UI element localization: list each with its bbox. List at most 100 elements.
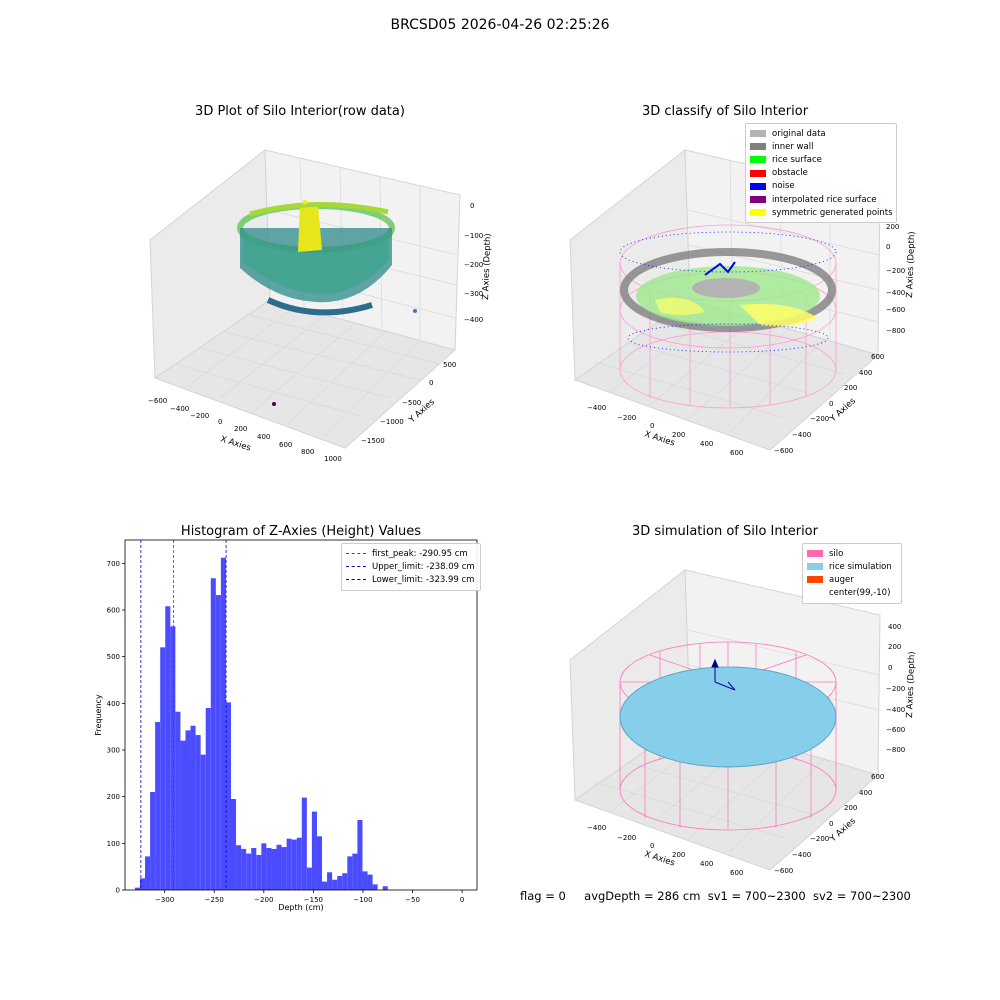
flag-text: flag = 0	[520, 889, 566, 903]
p4-ytick: 600	[871, 773, 884, 781]
histogram-bar	[382, 886, 388, 890]
histogram-bar	[155, 722, 161, 890]
legend-label: inner wall	[772, 141, 814, 152]
legend-label: rice simulation	[829, 561, 892, 572]
panel1-title: 3D Plot of Silo Interior(row data)	[195, 104, 405, 119]
p2-ztick: −400	[886, 289, 905, 297]
legend-line-swatch	[346, 553, 366, 555]
legend-entry: auger	[807, 573, 897, 586]
histogram-bar	[165, 606, 171, 890]
histogram-bar	[291, 839, 297, 890]
legend-swatch	[807, 563, 823, 571]
histogram-xlabel: Depth (cm)	[278, 903, 323, 912]
histogram-legend: first_peak: -290.95 cm Upper_limit: -238.…	[341, 543, 481, 591]
histogram-bar	[301, 797, 307, 890]
p4-ytick: −200	[810, 835, 829, 843]
histogram-bar	[332, 879, 338, 890]
p1-ztick: −100	[464, 232, 483, 240]
legend-label: rice surface	[772, 154, 822, 165]
histogram-bar	[215, 595, 221, 890]
p2-xtick: 200	[672, 431, 685, 439]
legend-entry: rice surface	[750, 153, 892, 166]
histogram-ytick-label: 100	[107, 840, 120, 848]
histogram-bar	[271, 848, 277, 890]
legend-swatch	[750, 143, 766, 151]
histogram-bar	[337, 876, 343, 890]
histogram-bar	[134, 887, 140, 890]
legend-label: Upper_limit: -238.09 cm	[372, 561, 475, 572]
histogram-bar	[251, 848, 257, 890]
histogram-title: Histogram of Z-Axies (Height) Values	[180, 524, 422, 539]
p1-xtick: −400	[170, 405, 189, 413]
histogram-ytick-label: 600	[107, 607, 120, 615]
legend-swatch	[750, 156, 766, 164]
legend-label: Lower_limit: -323.99 cm	[372, 574, 475, 585]
histogram-xtick-label: −200	[254, 896, 273, 904]
histogram-xtick-label: −150	[304, 896, 323, 904]
p2-ztick: −800	[886, 327, 905, 335]
p2-ztick: 200	[886, 223, 899, 231]
p1-ytick: −1500	[361, 437, 385, 445]
histogram-bar	[220, 557, 226, 890]
legend-label: interpolated rice surface	[772, 194, 877, 205]
p4-ytick: 200	[844, 804, 857, 812]
histogram-ytick-label: 700	[107, 560, 120, 568]
histogram-bar	[362, 871, 368, 890]
legend-swatch	[750, 130, 766, 138]
p4-ztick: −400	[886, 706, 905, 714]
histogram-bar	[170, 626, 176, 890]
histogram-bar	[311, 811, 317, 890]
p1-xtick: 600	[279, 441, 292, 449]
panel4-rice-surface	[619, 666, 837, 768]
histogram-xtick-label: −100	[353, 896, 372, 904]
p2-zlabel: Z Axies (Depth)	[905, 231, 917, 298]
histogram-ytick-label: 400	[107, 700, 120, 708]
p2-ytick: 200	[844, 384, 857, 392]
p4-xtick: 600	[730, 869, 743, 877]
p2-ytick: −200	[810, 415, 829, 423]
p4-ytick: −600	[774, 867, 793, 875]
p4-xtick: 200	[672, 851, 685, 859]
histogram-bar	[352, 853, 358, 890]
p1-xtick: 400	[257, 433, 270, 441]
figure-title: BRCSD05 2026-04-26 02:25:26	[390, 17, 610, 33]
p2-ytick: 400	[859, 369, 872, 377]
p2-xtick: 0	[650, 422, 654, 430]
legend-swatch	[807, 590, 823, 597]
panel4-auger	[711, 658, 736, 691]
p1-xtick: 1000	[324, 455, 342, 463]
histogram-bar	[190, 725, 196, 890]
p2-xtick: 400	[700, 440, 713, 448]
p4-xtick: −400	[587, 824, 606, 832]
legend-swatch	[750, 196, 766, 204]
histogram-bar	[160, 647, 166, 890]
histogram-bar	[200, 754, 206, 890]
p1-xtick: −600	[148, 397, 167, 405]
histogram-bar	[185, 730, 191, 890]
p1-ytick: −1000	[380, 418, 404, 426]
legend-line-swatch	[346, 579, 366, 581]
histogram-bar	[241, 848, 247, 890]
histogram-bar	[316, 836, 323, 890]
legend-entry: inner wall	[750, 140, 892, 153]
histogram-bar	[322, 881, 328, 890]
histogram-bar	[261, 843, 267, 890]
histogram-bar	[175, 711, 181, 890]
histogram-bar	[306, 867, 312, 890]
p1-ztick: 0	[470, 202, 474, 210]
p1-xtick: 0	[218, 418, 222, 426]
p1-xtick: −200	[190, 412, 209, 420]
panel2-title: 3D classify of Silo Interior	[641, 104, 809, 119]
legend-swatch	[750, 209, 766, 217]
p4-ztick: 0	[888, 664, 892, 672]
legend-entry: symmetric generated points	[750, 206, 893, 219]
legend-label: first_peak: -290.95 cm	[372, 548, 468, 559]
p2-ztick: −200	[886, 267, 905, 275]
p2-ztick: −600	[886, 306, 905, 314]
p4-ytick: 400	[859, 789, 872, 797]
legend-entry: silo	[807, 547, 897, 560]
p4-ztick: −800	[886, 746, 905, 754]
histogram-bar	[296, 837, 302, 890]
